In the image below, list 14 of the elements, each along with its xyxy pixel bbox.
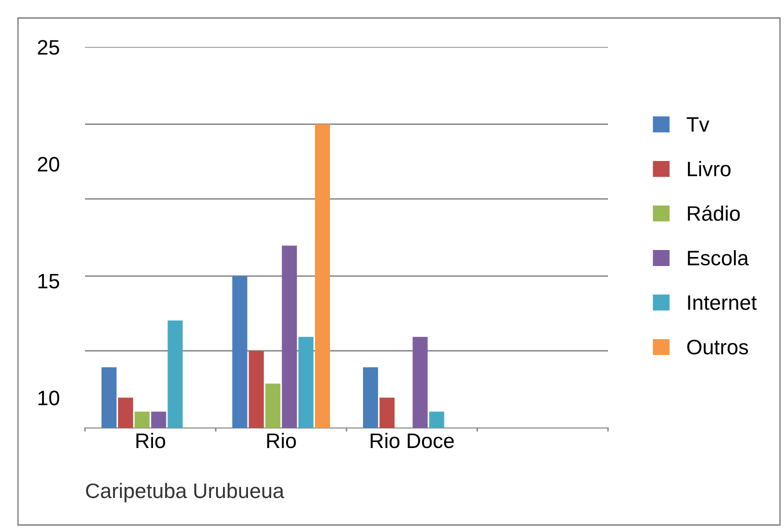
y-tick-label: 10 [38, 390, 60, 406]
x-tick-label: Rio [136, 432, 166, 448]
legend-label: Livro [688, 161, 731, 176]
y-tick-label: 20 [38, 156, 60, 172]
y-tick-label: 25 [38, 40, 60, 55]
legend-label: Internet [688, 295, 757, 310]
legend-label: Rádio [688, 205, 740, 221]
legend-label: Escola [688, 250, 749, 266]
legend-label: Tv [686, 117, 710, 132]
x-tick-label: Rio Doce [370, 432, 454, 448]
y-tick-label: 15 [38, 274, 60, 288]
x-tick-label: Rio [267, 432, 296, 448]
text: Caripetuba Urubueua [86, 482, 284, 502]
legend-label: Outros [687, 340, 748, 354]
